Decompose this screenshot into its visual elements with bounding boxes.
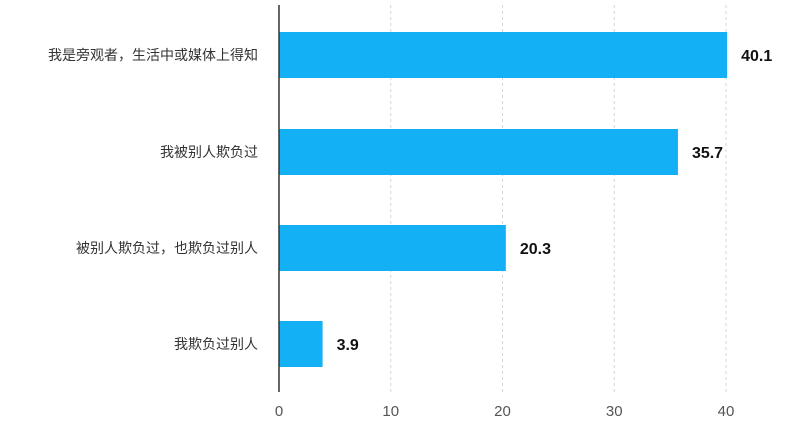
x-tick-label-0: 0 — [275, 403, 283, 420]
category-label-1: 我是旁观者，生活中或媒体上得知 — [48, 47, 258, 64]
x-tick-label-10: 10 — [382, 403, 399, 420]
category-label-2: 我被别人欺负过 — [160, 145, 258, 161]
bar-1 — [279, 32, 728, 78]
value-label-4: 3.9 — [337, 337, 359, 354]
x-tick-label-30: 30 — [606, 403, 623, 420]
bars — [279, 32, 728, 367]
category-label-3: 被别人欺负过，也欺负过别人 — [76, 241, 258, 257]
x-axis-tick-labels: 0 10 20 30 40 — [275, 403, 735, 420]
bar-3 — [279, 225, 506, 271]
category-label-4: 我欺负过别人 — [174, 337, 258, 353]
value-labels: 40.1 35.7 20.3 3.9 — [337, 48, 773, 354]
value-label-1: 40.1 — [741, 48, 772, 65]
category-labels: 我是旁观者，生活中或媒体上得知我被别人欺负过被别人欺负过，也欺负过别人我欺负过别… — [48, 47, 258, 353]
x-tick-label-20: 20 — [494, 403, 511, 420]
x-tick-label-40: 40 — [718, 403, 735, 420]
bar-2 — [279, 129, 678, 175]
grid-lines — [390, 5, 727, 392]
value-label-3: 20.3 — [520, 241, 551, 258]
value-label-2: 35.7 — [692, 145, 723, 162]
bar-4 — [279, 321, 323, 367]
